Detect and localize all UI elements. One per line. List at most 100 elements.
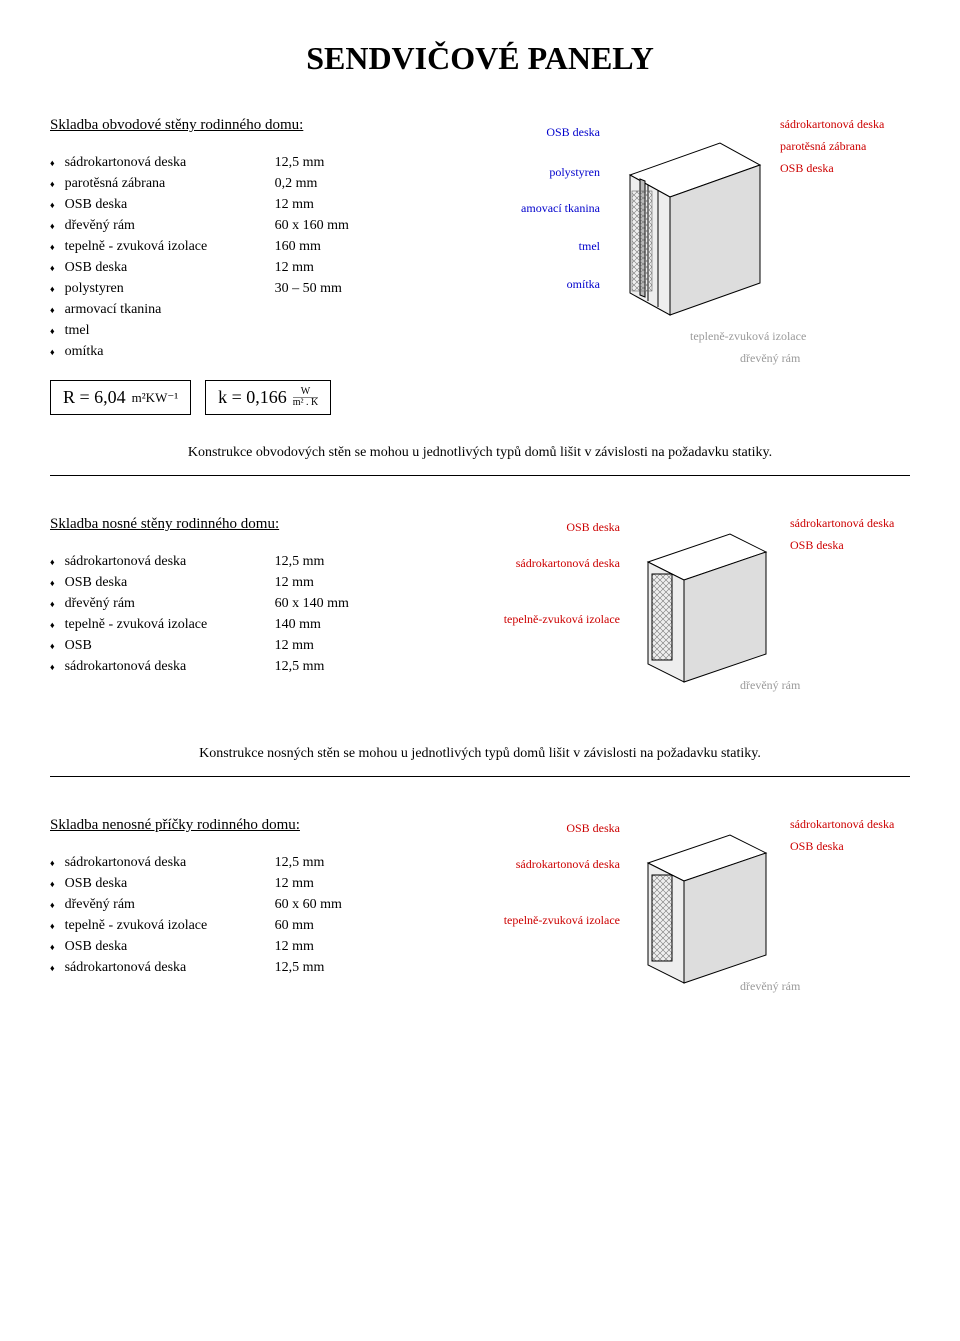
- formula-k-unit: W m² . K: [293, 387, 319, 408]
- item-label: sádrokartonová deska: [65, 852, 275, 873]
- formula-k: k = 0,166 W m² . K: [205, 380, 331, 415]
- item-value: 160 mm: [275, 236, 490, 257]
- item-label: OSB deska: [65, 194, 275, 215]
- formula-R: R = 6,04 m²KW⁻¹: [50, 380, 191, 415]
- diagram-label: parotěsná zábrana: [780, 139, 866, 154]
- list-item: OSB deska12 mm: [50, 194, 490, 215]
- diagram-obvodove: OSB deska polystyren amovací tkanina tme…: [490, 117, 910, 397]
- item-label: tepelně - zvuková izolace: [65, 915, 275, 936]
- item-value: 60 x 160 mm: [275, 215, 490, 236]
- item-value: 0,2 mm: [275, 173, 490, 194]
- diagram-label: sádrokartonová deska: [790, 516, 894, 531]
- list-item: dřevěný rám60 x 60 mm: [50, 894, 490, 915]
- item-value: 12 mm: [275, 572, 490, 593]
- diagram-label: OSB deska: [490, 125, 600, 140]
- item-value: 12,5 mm: [275, 957, 490, 978]
- section3-title: Skladba nenosné příčky rodinného domu:: [50, 817, 490, 834]
- item-label: OSB deska: [65, 873, 275, 894]
- item-value: 12 mm: [275, 257, 490, 278]
- list-item: OSB deska12 mm: [50, 257, 490, 278]
- section1-items: sádrokartonová deska12,5 mm parotěsná zá…: [50, 152, 490, 362]
- diagram-nenosne: OSB deska sádrokartonová deska tepelně-z…: [490, 817, 910, 1017]
- diagram-label: dřevěný rám: [740, 351, 800, 366]
- section3-items: sádrokartonová deska12,5 mm OSB deska12 …: [50, 852, 490, 978]
- item-label: armovací tkanina: [65, 299, 275, 320]
- list-item: tmel: [50, 320, 490, 341]
- item-label: sádrokartonová deska: [65, 152, 275, 173]
- item-label: tepelně - zvuková izolace: [65, 614, 275, 635]
- list-item: armovací tkanina: [50, 299, 490, 320]
- diagram-label: omítka: [490, 277, 600, 292]
- section2-items: sádrokartonová deska12,5 mm OSB deska12 …: [50, 551, 490, 677]
- item-label: OSB deska: [65, 572, 275, 593]
- diagram-label: OSB deska: [490, 821, 620, 836]
- section2-note: Konstrukce nosných stěn se mohou u jedno…: [50, 746, 910, 762]
- list-item: OSB12 mm: [50, 635, 490, 656]
- item-label: omítka: [65, 341, 275, 362]
- list-item: tepelně - zvuková izolace60 mm: [50, 915, 490, 936]
- item-label: dřevěný rám: [65, 215, 275, 236]
- list-item: dřevěný rám60 x 140 mm: [50, 593, 490, 614]
- item-value: 60 mm: [275, 915, 490, 936]
- list-item: omítka: [50, 341, 490, 362]
- diagram-label: tmel: [490, 239, 600, 254]
- list-item: polystyren30 – 50 mm: [50, 278, 490, 299]
- list-item: parotěsná zábrana0,2 mm: [50, 173, 490, 194]
- diagram-label: sádrokartonová deska: [780, 117, 884, 132]
- diagram-label: tepelně-zvuková izolace: [490, 612, 620, 627]
- diagram-label: polystyren: [490, 165, 600, 180]
- item-value: 12,5 mm: [275, 852, 490, 873]
- formula-R-unit: m²KW⁻¹: [132, 390, 178, 406]
- item-label: tmel: [65, 320, 275, 341]
- diagram-label: amovací tkanina: [490, 201, 600, 216]
- frac-bot: m² . K: [293, 397, 319, 408]
- list-item: sádrokartonová deska12,5 mm: [50, 957, 490, 978]
- section-nosne: Skladba nosné stěny rodinného domu: sádr…: [50, 516, 910, 716]
- diagram-label: sádrokartonová deska: [490, 857, 620, 872]
- item-label: dřevěný rám: [65, 894, 275, 915]
- diagram-label: OSB deska: [790, 839, 844, 854]
- section-obvodove: Skladba obvodové stěny rodinného domu: s…: [50, 117, 910, 415]
- diagram-label: dřevěný rám: [740, 678, 800, 693]
- item-label: OSB deska: [65, 257, 275, 278]
- rule: [50, 776, 910, 777]
- section1-title: Skladba obvodové stěny rodinného domu:: [50, 117, 490, 134]
- item-value: 12 mm: [275, 194, 490, 215]
- panel-isometric-icon: [630, 526, 780, 696]
- diagram-label: tepleně-zvuková izolace: [690, 329, 806, 344]
- diagram-label: OSB deska: [780, 161, 834, 176]
- item-label: parotěsná zábrana: [65, 173, 275, 194]
- rule: [50, 475, 910, 476]
- item-label: sádrokartonová deska: [65, 957, 275, 978]
- formula-R-text: R = 6,04: [63, 387, 126, 408]
- item-label: OSB deska: [65, 936, 275, 957]
- item-value: 12 mm: [275, 873, 490, 894]
- item-value: 12,5 mm: [275, 656, 490, 677]
- panel-isometric-icon: [610, 135, 770, 335]
- formula-row: R = 6,04 m²KW⁻¹ k = 0,166 W m² . K: [50, 380, 490, 415]
- diagram-label: sádrokartonová deska: [790, 817, 894, 832]
- diagram-label: OSB deska: [790, 538, 844, 553]
- item-value: 12,5 mm: [275, 152, 490, 173]
- section2-title: Skladba nosné stěny rodinného domu:: [50, 516, 490, 533]
- list-item: sádrokartonová deska12,5 mm: [50, 152, 490, 173]
- item-value: 12,5 mm: [275, 551, 490, 572]
- item-label: polystyren: [65, 278, 275, 299]
- item-label: OSB: [65, 635, 275, 656]
- item-value: 60 x 60 mm: [275, 894, 490, 915]
- item-value: 12 mm: [275, 635, 490, 656]
- item-value: 140 mm: [275, 614, 490, 635]
- diagram-nosne: OSB deska sádrokartonová deska tepelně-z…: [490, 516, 910, 716]
- diagram-label: sádrokartonová deska: [490, 556, 620, 571]
- list-item: tepelně - zvuková izolace140 mm: [50, 614, 490, 635]
- item-label: tepelně - zvuková izolace: [65, 236, 275, 257]
- list-item: OSB deska12 mm: [50, 873, 490, 894]
- page-title: SENDVIČOVÉ PANELY: [50, 40, 910, 77]
- item-label: sádrokartonová deska: [65, 551, 275, 572]
- list-item: OSB deska12 mm: [50, 572, 490, 593]
- section-nenosne: Skladba nenosné příčky rodinného domu: s…: [50, 817, 910, 1017]
- diagram-label: OSB deska: [490, 520, 620, 535]
- list-item: sádrokartonová deska12,5 mm: [50, 656, 490, 677]
- list-item: sádrokartonová deska12,5 mm: [50, 551, 490, 572]
- item-value: 30 – 50 mm: [275, 278, 490, 299]
